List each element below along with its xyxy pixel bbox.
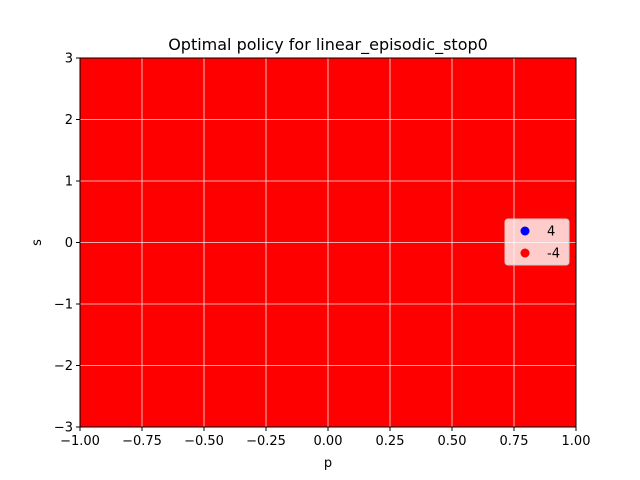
x-tick-label: 0.50 — [438, 434, 467, 449]
x-tick-label: 0.00 — [314, 434, 343, 449]
y-tick-label: 1 — [65, 175, 73, 190]
y-axis-label: s — [30, 239, 45, 246]
x-axis-label: p — [324, 456, 332, 471]
legend-label: 4 — [547, 225, 555, 240]
x-tick-label: −0.50 — [184, 434, 224, 449]
y-tick-label: −2 — [54, 359, 73, 374]
y-tick-label: 3 — [65, 52, 73, 67]
legend-marker — [520, 226, 530, 236]
x-tick-label: −0.75 — [122, 434, 162, 449]
y-tick-label: −1 — [54, 298, 73, 313]
x-tick-label: −1.00 — [60, 434, 100, 449]
legend: 4-4 — [504, 218, 570, 266]
y-tick-label: 2 — [65, 113, 73, 128]
chart-title: Optimal policy for linear_episodic_stop0 — [168, 35, 488, 55]
x-tick-label: −0.25 — [246, 434, 286, 449]
legend-label: -4 — [547, 247, 560, 262]
x-tick-label: 1.00 — [562, 434, 591, 449]
y-tick-label: −3 — [54, 421, 73, 436]
x-tick-label: 0.75 — [500, 434, 529, 449]
legend-marker — [520, 248, 530, 258]
y-tick-label: 0 — [65, 236, 73, 251]
x-tick-label: 0.25 — [376, 434, 405, 449]
